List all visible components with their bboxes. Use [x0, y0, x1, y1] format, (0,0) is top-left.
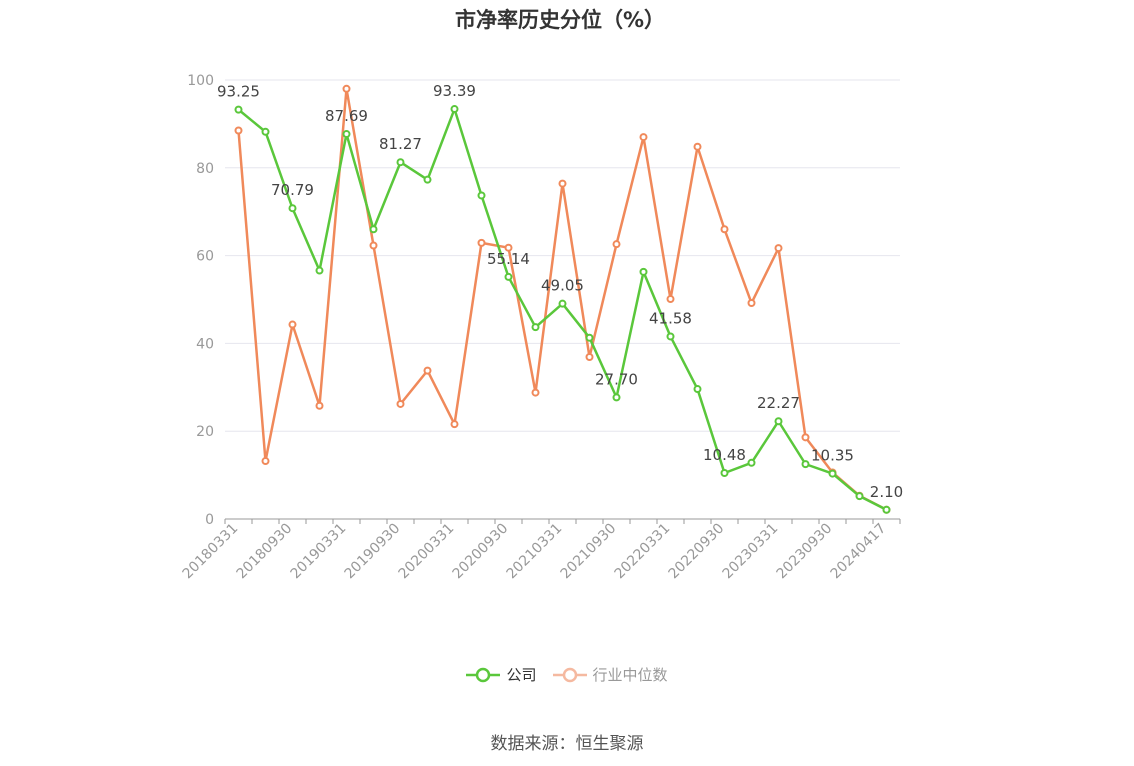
data-point-company: [612, 393, 621, 402]
data-point-industry: [747, 299, 756, 308]
data-point-company: [693, 385, 702, 394]
data-point-company: [477, 191, 486, 200]
legend-label-company: 公司: [506, 666, 537, 684]
data-label: 10.35: [811, 447, 854, 465]
data-point-company: [504, 272, 513, 281]
legend-item-company[interactable]: 公司: [466, 664, 537, 685]
data-label: 2.10: [870, 483, 903, 501]
x-tick-label: 20200930: [450, 521, 512, 583]
data-point-company: [423, 175, 432, 184]
legend: 公司 行业中位数: [0, 664, 1134, 685]
x-tick-label: 20240417: [828, 521, 890, 583]
chart-title: 市净率历史分位（%）: [454, 8, 666, 32]
legend-company-icon: [466, 667, 501, 682]
data-point-company: [585, 333, 594, 342]
data-label: 55.14: [487, 250, 530, 268]
data-point-company: [288, 204, 297, 213]
data-point-industry: [342, 84, 351, 93]
data-label: 10.48: [703, 446, 746, 464]
data-labels: 93.25 70.79 87.69 81.27 93.39 55.14 49.05 27.70…: [217, 82, 903, 501]
data-point-company: [315, 266, 324, 275]
data-point-industry: [504, 243, 513, 252]
data-point-industry: [423, 366, 432, 375]
y-tick-label: 0: [205, 512, 214, 528]
data-label: 93.25: [217, 83, 260, 101]
data-point-company: [774, 417, 783, 426]
x-tick-label: 20230331: [720, 521, 782, 583]
data-point-company: [720, 468, 729, 477]
data-point-industry: [288, 320, 297, 329]
data-point-industry: [396, 399, 405, 408]
x-tick-label: 20210331: [504, 521, 566, 583]
data-point-company: [801, 460, 810, 469]
data-point-company: [342, 130, 351, 139]
x-tick-label: 20180331: [180, 521, 242, 583]
data-point-industry: [585, 353, 594, 362]
data-point-industry: [720, 225, 729, 234]
data-label: 27.70: [595, 370, 638, 388]
legend-item-industry[interactable]: 行业中位数: [552, 664, 668, 685]
data-point-industry: [477, 238, 486, 247]
data-point-industry: [315, 401, 324, 410]
series-line-industry: [237, 87, 888, 511]
data-point-industry: [693, 142, 702, 151]
y-tick-label: 20: [196, 424, 214, 440]
legend-industry-icon: [552, 667, 587, 682]
data-point-company: [261, 127, 270, 136]
axes: 0 20 40 60 80 100 2018033120180930201903312019…: [180, 73, 901, 583]
data-point-industry: [234, 126, 243, 135]
x-tick-label: 20190930: [342, 521, 404, 583]
series: [234, 84, 891, 514]
grid-lines: [225, 79, 900, 432]
data-label: 49.05: [541, 277, 584, 295]
data-point-industry: [801, 433, 810, 442]
data-point-industry: [612, 240, 621, 249]
x-tick-label: 20220331: [612, 521, 674, 583]
x-tick-label: 20190331: [288, 521, 350, 583]
data-point-industry: [261, 457, 270, 466]
x-tick-label: 20210930: [558, 521, 620, 583]
data-point-company: [828, 469, 837, 478]
data-point-company: [396, 158, 405, 167]
y-tick-label: 60: [196, 249, 214, 265]
data-point-company: [639, 267, 648, 276]
data-point-company: [855, 492, 864, 501]
series-line-company: [237, 107, 888, 511]
data-label: 70.79: [271, 181, 314, 199]
data-point-industry: [558, 179, 567, 188]
x-tick-label: 20200331: [396, 521, 458, 583]
data-point-company: [531, 323, 540, 332]
data-point-company: [558, 299, 567, 308]
x-tick-label: 20220930: [666, 521, 728, 583]
data-point-industry: [369, 241, 378, 250]
data-point-industry: [450, 420, 459, 429]
data-point-company: [747, 458, 756, 467]
y-tick-label: 100: [187, 73, 214, 89]
data-point-company: [882, 505, 891, 514]
legend-label-industry: 行业中位数: [592, 666, 668, 684]
data-point-company: [666, 332, 675, 341]
source-note: 数据来源：恒生聚源: [490, 734, 644, 754]
data-label: 22.27: [757, 394, 800, 412]
data-point-company: [450, 105, 459, 114]
y-tick-label: 40: [196, 336, 214, 352]
data-point-industry: [531, 388, 540, 397]
data-point-company: [369, 225, 378, 234]
data-point-industry: [666, 295, 675, 304]
data-point-industry: [639, 133, 648, 142]
data-label: 93.39: [433, 82, 476, 100]
data-label: 87.69: [325, 107, 368, 125]
data-label: 41.58: [649, 309, 692, 327]
data-point-industry: [774, 244, 783, 253]
data-label: 81.27: [379, 135, 422, 153]
x-tick-label: 20180930: [234, 521, 296, 583]
x-tick-label: 20230930: [774, 521, 836, 583]
data-point-company: [234, 105, 243, 114]
y-tick-label: 80: [196, 161, 214, 177]
